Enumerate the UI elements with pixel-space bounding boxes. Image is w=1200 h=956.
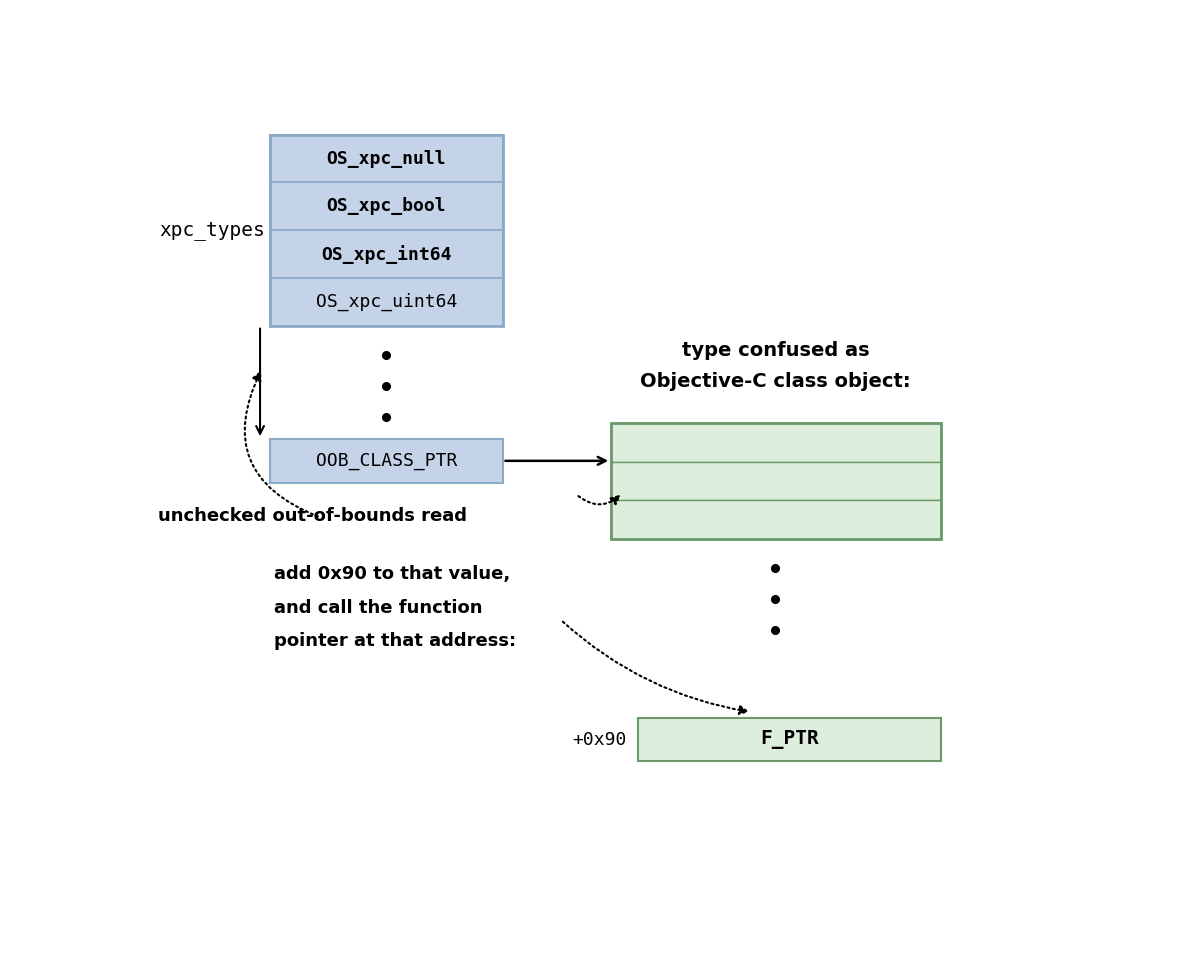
- Bar: [611, 424, 941, 462]
- Bar: [611, 424, 941, 539]
- Bar: [270, 135, 503, 326]
- Bar: [270, 230, 503, 278]
- Text: and call the function: and call the function: [274, 598, 482, 617]
- Text: Objective-C class object:: Objective-C class object:: [640, 372, 911, 391]
- Bar: [270, 278, 503, 326]
- Text: OS_xpc_bool: OS_xpc_bool: [326, 197, 446, 215]
- Text: OS_xpc_null: OS_xpc_null: [326, 149, 446, 167]
- Text: +0x90: +0x90: [572, 730, 626, 749]
- Bar: [270, 135, 503, 183]
- Text: pointer at that address:: pointer at that address:: [274, 633, 516, 650]
- FancyArrowPatch shape: [563, 621, 748, 714]
- Text: unchecked out-of-bounds read: unchecked out-of-bounds read: [157, 507, 467, 525]
- Text: F_PTR: F_PTR: [760, 730, 818, 750]
- FancyArrowPatch shape: [578, 496, 619, 505]
- Text: xpc_types: xpc_types: [160, 221, 265, 240]
- Bar: [638, 718, 941, 761]
- Text: type confused as: type confused as: [682, 341, 869, 359]
- Bar: [270, 439, 503, 483]
- Bar: [270, 183, 503, 230]
- Bar: [611, 501, 941, 539]
- Bar: [611, 462, 941, 501]
- Text: OS_xpc_uint64: OS_xpc_uint64: [316, 293, 457, 311]
- Text: OOB_CLASS_PTR: OOB_CLASS_PTR: [316, 452, 457, 469]
- FancyArrowPatch shape: [245, 373, 318, 516]
- Text: OS_xpc_int64: OS_xpc_int64: [322, 245, 451, 264]
- Text: add 0x90 to that value,: add 0x90 to that value,: [274, 565, 510, 582]
